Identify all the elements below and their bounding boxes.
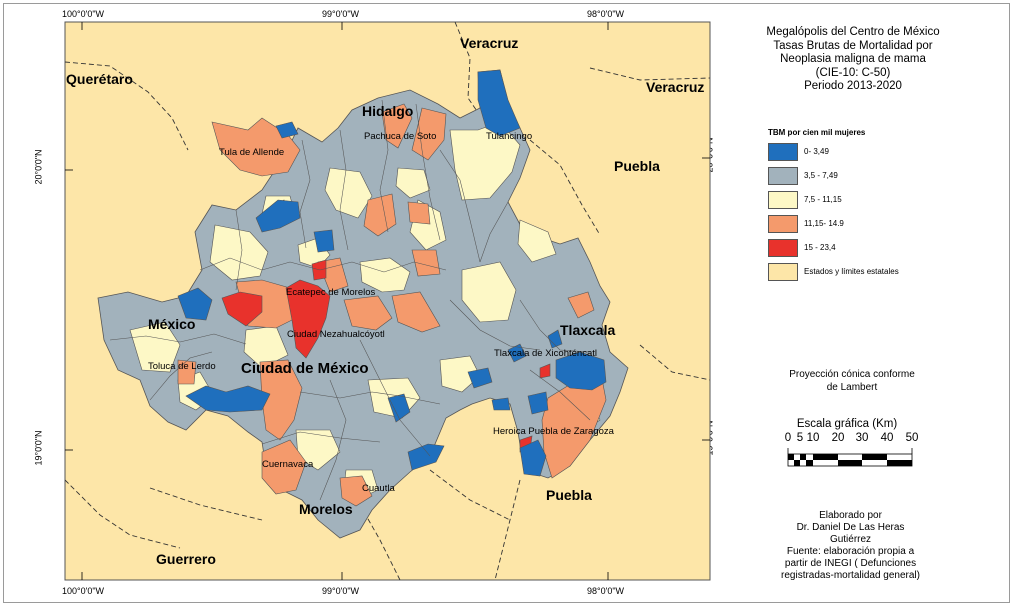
map-frame bbox=[3, 3, 1010, 603]
city-label-tlaxcala: Tlaxcala de Xicohténcatl bbox=[494, 348, 597, 359]
credits: Elaborado por Dr. Daniel De Las Heras Gu… bbox=[748, 510, 953, 582]
city-label-pachuca: Pachuca de Soto bbox=[364, 131, 436, 142]
scale-bar: Escala gráfica (Km) 0 5 10 20 30 40 50 bbox=[762, 418, 942, 473]
legend-label: 3,5 - 7,49 bbox=[804, 171, 838, 180]
legend-swatch bbox=[768, 191, 798, 209]
city-label-cuernavaca: Cuernavaca bbox=[262, 459, 314, 470]
class-11-15-14-9 bbox=[177, 103, 607, 507]
projection-line-2: de Lambert bbox=[826, 382, 878, 393]
legend-swatch bbox=[768, 167, 798, 185]
scale-tick-label: 30 bbox=[855, 432, 869, 444]
legend-item-class-3: 7,5 - 11,15 bbox=[768, 191, 968, 215]
class-0-3-49 bbox=[177, 69, 607, 477]
state-label-veracruz-right: Veracruz bbox=[646, 79, 704, 95]
title-line-2: Tasas Brutas de Mortalidad por bbox=[773, 39, 933, 52]
coord-bottom-right: 98°0'0"W bbox=[587, 586, 625, 596]
title-line-4: (CIE-10: C-50) bbox=[815, 66, 891, 79]
coord-bottom-left: 100°0'0"W bbox=[62, 586, 105, 596]
credits-line-3: Gutiérrez bbox=[829, 534, 872, 545]
map-title: Megalópolis del Centro de México Tasas B… bbox=[748, 26, 958, 94]
scale-tick-label: 50 bbox=[905, 432, 919, 444]
scale-bar-graphic bbox=[787, 448, 913, 467]
legend-label: 0- 3,49 bbox=[804, 147, 829, 156]
title-line-1: Megalópolis del Centro de México bbox=[766, 26, 940, 38]
state-label-cdmx: Ciudad de México bbox=[241, 360, 369, 377]
legend-item-class-1: 0- 3,49 bbox=[768, 143, 968, 167]
city-label-tulancingo: Tulancingo bbox=[486, 131, 532, 142]
state-label-veracruz-top: Veracruz bbox=[460, 35, 518, 51]
city-label-toluca: Toluca de Lerdo bbox=[148, 361, 216, 372]
graticule-ticks bbox=[65, 22, 710, 580]
coord-top-mid: 99°0'0"W bbox=[322, 9, 360, 19]
scale-tick-label: 0 bbox=[784, 432, 792, 444]
legend: TBM por cien mil mujeres 0- 3,49 3,5 - 7… bbox=[768, 128, 968, 287]
class-7-5-11-15 bbox=[129, 121, 601, 501]
state-label-puebla-north: Puebla bbox=[614, 158, 660, 174]
state-label-queretaro: Querétaro bbox=[66, 71, 133, 87]
legend-item-class-4: 11,15- 14.9 bbox=[768, 215, 968, 239]
legend-swatch bbox=[768, 263, 798, 281]
coord-top-left: 100°0'0"W bbox=[62, 9, 105, 19]
city-label-cuautla: Cuautla bbox=[362, 483, 395, 494]
legend-item-class-5: 15 - 23,4 bbox=[768, 239, 968, 263]
city-label-neza: Ciudad Nezahualcóyotl bbox=[287, 329, 385, 340]
state-label-hidalgo: Hidalgo bbox=[362, 103, 413, 119]
projection-line-1: Proyección cónica conforme bbox=[789, 369, 915, 380]
title-line-3: Neoplasia maligna de mama bbox=[780, 53, 926, 65]
city-label-tula: Tula de Allende bbox=[219, 147, 284, 158]
state-label-puebla-south: Puebla bbox=[546, 487, 592, 503]
state-boundaries bbox=[65, 22, 710, 580]
scale-tick-label: 5 bbox=[796, 432, 804, 444]
credits-line-2: Dr. Daniel De Las Heras bbox=[796, 522, 905, 533]
legend-label: 7,5 - 11,15 bbox=[804, 195, 842, 204]
legend-item-class-2: 3,5 - 7,49 bbox=[768, 167, 968, 191]
coord-bottom-mid: 99°0'0"W bbox=[322, 586, 360, 596]
legend-item-states: Estados y límites estatales bbox=[768, 263, 968, 287]
city-label-ecatepec: Ecatepec de Morelos bbox=[286, 287, 375, 298]
legend-swatch bbox=[768, 215, 798, 233]
scale-ticks: 0 5 10 20 30 40 50 bbox=[762, 432, 942, 446]
credits-line-5: partir de INEGI ( Defunciones bbox=[784, 558, 917, 569]
scale-title: Escala gráfica (Km) bbox=[796, 418, 898, 430]
credits-line-1: Elaborado por bbox=[819, 510, 882, 521]
legend-swatch bbox=[768, 143, 798, 161]
coord-top-right: 98°0'0"W bbox=[587, 9, 625, 19]
legend-label: Estados y límites estatales bbox=[804, 267, 899, 276]
state-label-morelos: Morelos bbox=[299, 501, 353, 517]
scale-tick-label: 20 bbox=[831, 432, 845, 444]
state-label-mexico: México bbox=[148, 316, 195, 332]
state-label-guerrero: Guerrero bbox=[156, 551, 216, 567]
scale-tick-label: 10 bbox=[806, 432, 820, 444]
title-line-5: Periodo 2013-2020 bbox=[804, 80, 902, 92]
credits-line-6: registradas-mortalidad general) bbox=[781, 570, 920, 581]
projection-note: Proyección cónica conforme de Lambert bbox=[748, 368, 956, 394]
city-label-puebla: Heroica Puebla de Zaragoza bbox=[493, 426, 615, 437]
state-label-tlaxcala: Tlaxcala bbox=[560, 322, 615, 338]
scale-tick-label: 40 bbox=[880, 432, 894, 444]
credits-line-4: Fuente: elaboración propia a bbox=[786, 546, 915, 557]
legend-label: 11,15- 14.9 bbox=[804, 219, 844, 228]
legend-title: TBM por cien mil mujeres bbox=[768, 128, 866, 137]
legend-swatch bbox=[768, 239, 798, 257]
legend-label: 15 - 23,4 bbox=[804, 243, 836, 252]
municipal-lines bbox=[109, 99, 591, 501]
